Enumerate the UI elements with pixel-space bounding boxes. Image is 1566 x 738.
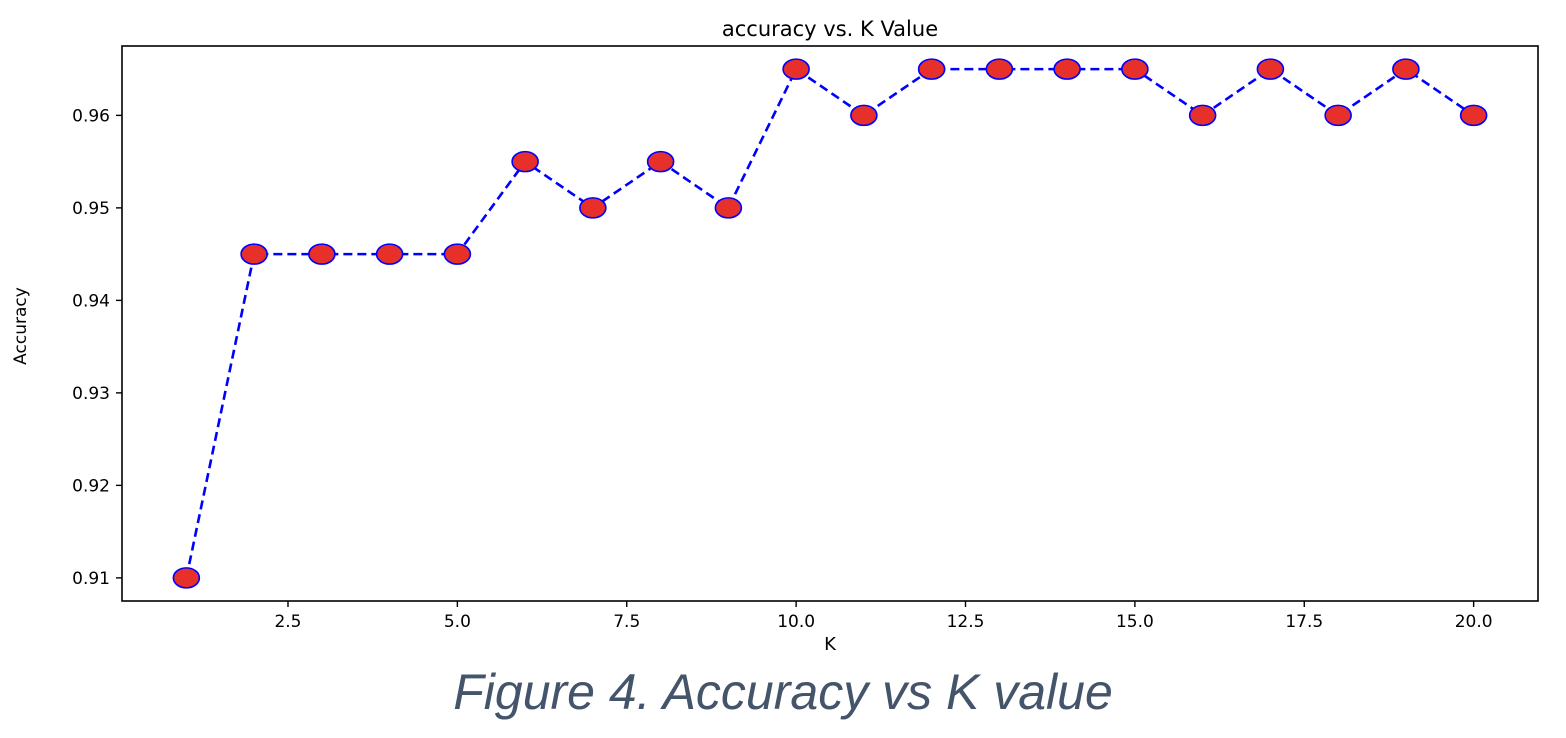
data-point — [714, 197, 743, 219]
data-point — [1188, 104, 1217, 127]
data-point — [443, 243, 472, 265]
data-point — [1053, 58, 1081, 80]
data-point — [850, 104, 878, 127]
data-point — [1256, 58, 1285, 80]
plot-frame — [121, 45, 1539, 602]
data-point — [782, 58, 810, 80]
y-axis-label: Accuracy — [11, 287, 31, 365]
data-point — [375, 243, 404, 265]
data-point — [917, 58, 946, 80]
data-point — [511, 150, 539, 173]
data-point — [1459, 104, 1488, 127]
x-tick-label: 2.5 — [274, 612, 301, 632]
series-line — [185, 67, 1475, 579]
y-tick-label: 0.94 — [72, 291, 110, 311]
y-tick-label: 0.95 — [72, 199, 110, 219]
y-tick-label: 0.96 — [72, 106, 110, 126]
x-tick-label: 7.5 — [613, 612, 640, 632]
data-point — [172, 567, 201, 589]
x-tick-label: 10.0 — [777, 612, 815, 632]
plot-area — [172, 58, 1488, 589]
x-tick-label: 15.0 — [1116, 612, 1154, 632]
x-tick-label: 17.5 — [1285, 612, 1323, 632]
chart-title: accuracy vs. K Value — [722, 17, 938, 41]
data-point — [1324, 104, 1352, 127]
data-point — [1392, 58, 1420, 80]
y-tick-label: 0.92 — [72, 476, 110, 496]
x-tick-label: 5.0 — [444, 612, 471, 632]
x-axis-label: K — [824, 634, 837, 655]
accuracy-chart: accuracy vs. K Value 2.5 5.0 7.5 10.0 12.5 15… — [11, 17, 1539, 655]
data-point — [646, 150, 675, 173]
data-point — [240, 243, 268, 265]
data-point — [985, 58, 1014, 80]
data-point — [1121, 58, 1149, 80]
axes: 2.5 5.0 7.5 10.0 12.5 15.0 17.5 20.0 0.91 0.92 0.9… — [72, 106, 1492, 632]
y-tick-label: 0.91 — [72, 569, 110, 589]
y-tick-label: 0.93 — [72, 384, 110, 404]
data-point — [308, 243, 336, 265]
x-tick-label: 12.5 — [947, 612, 985, 632]
x-tick-label: 20.0 — [1455, 612, 1493, 632]
data-point — [579, 197, 607, 219]
figure-caption: Figure 4. Accuracy vs K value — [453, 664, 1113, 720]
